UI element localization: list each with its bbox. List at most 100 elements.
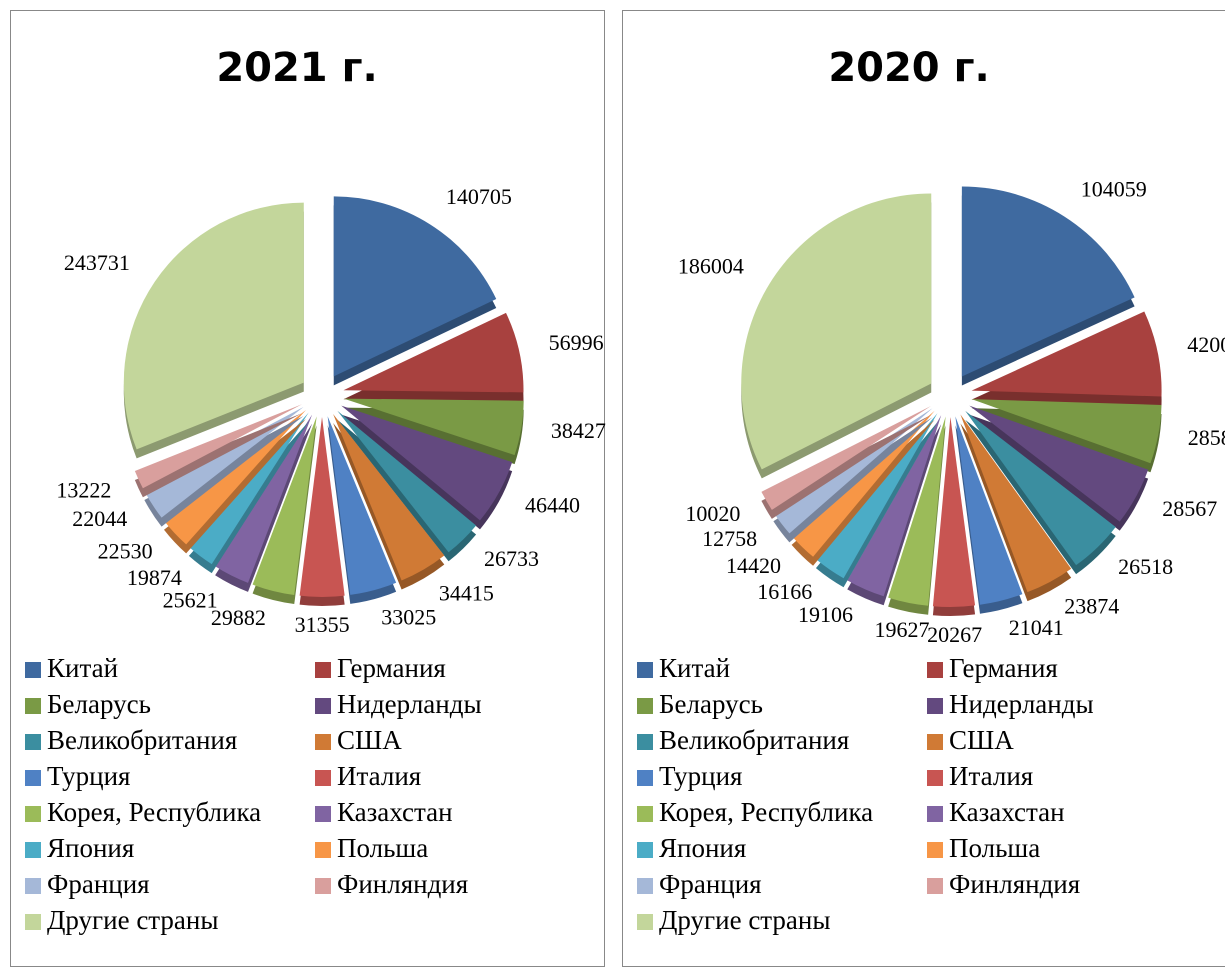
slice	[163, 410, 306, 545]
legend-label: Германия	[949, 653, 1058, 683]
legend-swatch	[637, 842, 653, 858]
chart-title: 2021 г.	[216, 45, 377, 91]
legend-swatch	[315, 770, 331, 786]
slice	[815, 413, 938, 579]
legend-swatch	[25, 662, 41, 678]
legend-swatch	[25, 842, 41, 858]
slice	[333, 196, 497, 377]
data-label: 28585	[1188, 425, 1225, 450]
data-label: 46440	[525, 492, 580, 517]
data-label: 28567	[1162, 496, 1217, 521]
slice-side	[134, 413, 303, 498]
legend-label: Италия	[949, 761, 1033, 791]
data-label: 243731	[64, 250, 130, 275]
legend-label: Беларусь	[659, 689, 763, 719]
legend-label: Казахстан	[949, 797, 1065, 827]
slice	[847, 415, 942, 597]
legend-swatch	[927, 878, 943, 894]
slice	[932, 416, 976, 607]
slice	[960, 414, 1072, 593]
data-label: 29882	[211, 605, 266, 630]
slice	[971, 399, 1162, 464]
data-label: 26733	[484, 546, 539, 571]
data-label: 21041	[1009, 615, 1064, 640]
slice	[215, 414, 313, 583]
slice	[299, 417, 345, 597]
data-label: 12758	[702, 526, 757, 551]
legend-label: США	[949, 725, 1014, 755]
slice	[969, 405, 1149, 522]
data-label: 13222	[56, 477, 111, 502]
legend-swatch	[25, 914, 41, 930]
slice	[761, 406, 931, 510]
slice	[144, 406, 304, 518]
data-label: 33025	[381, 604, 436, 629]
slice	[134, 404, 303, 489]
legend-label: Польша	[337, 833, 428, 863]
legend-label: Франция	[659, 869, 762, 899]
legend-swatch	[315, 878, 331, 894]
legend-swatch	[637, 734, 653, 750]
legend-label: США	[337, 725, 402, 755]
legend-label: Беларусь	[47, 689, 151, 719]
slice	[965, 410, 1116, 566]
data-label: 186004	[678, 253, 744, 278]
legend-label: Германия	[337, 653, 446, 683]
data-label: 34415	[439, 580, 494, 605]
slice	[188, 412, 309, 565]
slice	[343, 398, 524, 456]
data-label: 20267	[927, 622, 982, 647]
slice-side	[761, 415, 931, 519]
data-label: 19874	[127, 565, 182, 590]
legend-label: Корея, Республика	[659, 797, 873, 827]
data-label: 31355	[295, 612, 350, 637]
data-label: 19106	[798, 602, 853, 627]
legend-swatch	[927, 842, 943, 858]
data-label: 104059	[1081, 176, 1147, 201]
data-label: 25621	[163, 587, 218, 612]
data-label: 56996	[549, 330, 604, 355]
data-label: 23874	[1064, 593, 1119, 618]
slice	[327, 416, 397, 595]
legend-label: Великобритания	[659, 725, 849, 755]
legend-label: Великобритания	[47, 725, 237, 755]
legend-swatch	[637, 878, 653, 894]
legend-label: Япония	[47, 833, 134, 863]
data-label: 140705	[446, 184, 512, 209]
data-label: 42003	[1187, 332, 1225, 357]
slice	[341, 405, 513, 521]
legend-label: Казахстан	[337, 797, 453, 827]
panel	[622, 10, 1225, 967]
legend-label: Финляндия	[337, 869, 468, 899]
slice	[971, 311, 1162, 397]
legend-swatch	[637, 914, 653, 930]
slice	[252, 416, 317, 595]
legend-swatch	[25, 734, 41, 750]
legend-label: Финляндия	[949, 869, 1080, 899]
data-label: 10020	[685, 501, 740, 526]
legend-label: Другие страны	[47, 905, 219, 935]
legend-swatch	[927, 698, 943, 714]
legend-swatch	[315, 842, 331, 858]
legend-swatch	[25, 806, 41, 822]
slice	[955, 416, 1023, 605]
legend-swatch	[927, 770, 943, 786]
legend-swatch	[927, 734, 943, 750]
legend-label: Китай	[659, 653, 730, 683]
slice	[337, 410, 477, 553]
legend-label: Япония	[659, 833, 746, 863]
slice	[741, 193, 932, 470]
legend-swatch	[637, 806, 653, 822]
data-label: 19627	[874, 617, 929, 642]
legend-swatch	[637, 770, 653, 786]
chart-title: 2020 г.	[828, 45, 989, 91]
legend-swatch	[25, 698, 41, 714]
slice	[888, 416, 946, 606]
legend-label: Китай	[47, 653, 118, 683]
legend-label: Польша	[949, 833, 1040, 863]
data-label: 26518	[1118, 554, 1173, 579]
legend-label: Нидерланды	[337, 689, 482, 719]
slice	[961, 186, 1135, 377]
legend-label: Италия	[337, 761, 421, 791]
